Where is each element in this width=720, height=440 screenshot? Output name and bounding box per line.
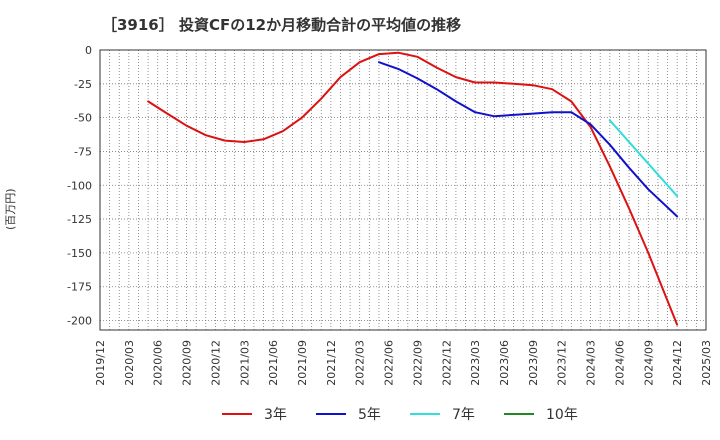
series-line-5年	[378, 61, 679, 218]
x-tick-label: 2023/06	[498, 340, 511, 386]
legend-label: 3年	[264, 407, 287, 423]
x-tick-label: 2022/06	[383, 340, 396, 386]
x-tick-label: 2021/03	[238, 340, 251, 386]
y-tick-label: -125	[67, 213, 92, 226]
x-axis-ticks: 2019/12 2020/03 2020/06 2020/09 2020/12 2021/…	[94, 340, 713, 386]
x-tick-label: 2022/03	[354, 340, 367, 386]
x-tick-label: 2025/03	[700, 340, 713, 386]
x-tick-label: 2024/06	[613, 340, 626, 386]
y-tick-label: -175	[67, 281, 92, 294]
chart-title: ［3916］ 投資CFの12か月移動合計の平均値の推移	[102, 16, 462, 34]
x-tick-label: 2021/06	[267, 340, 280, 386]
x-tick-label: 2020/03	[123, 340, 136, 386]
y-tick-label: -150	[67, 247, 92, 260]
y-tick-label: -25	[74, 78, 92, 91]
y-tick-label: -75	[74, 145, 92, 158]
x-tick-label: 2022/09	[411, 340, 424, 386]
y-tick-label: 0	[85, 44, 92, 57]
x-tick-label: 2020/09	[181, 340, 194, 386]
x-tick-label: 2020/06	[152, 340, 165, 386]
x-tick-label: 2023/03	[469, 340, 482, 386]
y-tick-label: -100	[67, 179, 92, 192]
y-axis-ticks: 0 -25 -50 -75 -100 -125 -150 -175 -200	[67, 44, 92, 328]
legend-label: 7年	[452, 407, 475, 423]
y-tick-label: -50	[74, 112, 92, 125]
x-tick-label: 2024/03	[585, 340, 598, 386]
x-tick-label: 2022/12	[440, 340, 453, 386]
grid-lines	[99, 49, 707, 330]
x-tick-label: 2024/09	[642, 340, 655, 386]
x-tick-label: 2019/12	[94, 340, 107, 386]
plot-frame	[99, 49, 707, 331]
x-tick-label: 2024/12	[671, 340, 684, 386]
legend: 3年 5年 7年 10年	[222, 407, 578, 423]
x-tick-label: 2020/12	[209, 340, 222, 386]
x-tick-label: 2023/09	[527, 340, 540, 386]
legend-label: 10年	[546, 407, 578, 423]
legend-label: 5年	[358, 407, 381, 423]
series-lines	[147, 51, 679, 326]
series-line-7年	[608, 119, 679, 198]
series-line-3年	[147, 51, 679, 326]
x-tick-label: 2023/12	[556, 340, 569, 386]
y-tick-label: -200	[67, 315, 92, 328]
x-tick-label: 2021/09	[296, 340, 309, 386]
x-tick-label: 2021/12	[325, 340, 338, 386]
